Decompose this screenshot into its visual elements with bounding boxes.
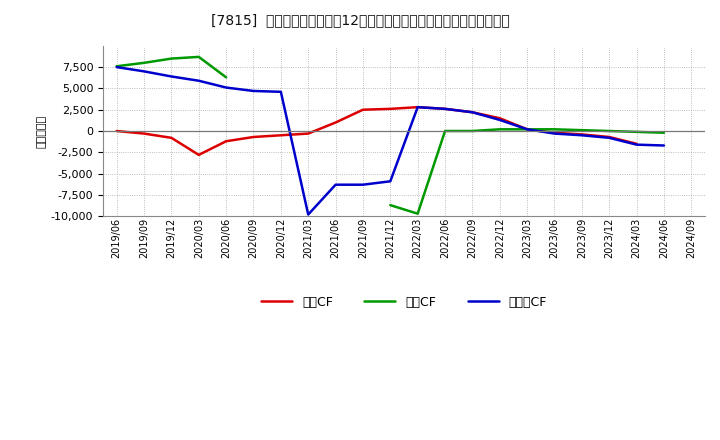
フリーCF: [550, 131, 559, 136]
投資CF: [112, 64, 121, 69]
営業CF: [550, 130, 559, 136]
フリーCF: [632, 142, 641, 147]
フリーCF: [167, 74, 176, 79]
フリーCF: [276, 89, 285, 95]
フリーCF: [331, 182, 340, 187]
フリーCF: [577, 132, 586, 138]
営業CF: [112, 128, 121, 134]
Line: 営業CF: 営業CF: [117, 107, 636, 155]
フリーCF: [660, 143, 668, 148]
営業CF: [331, 120, 340, 125]
営業CF: [468, 110, 477, 115]
フリーCF: [112, 65, 121, 70]
投資CF: [167, 56, 176, 61]
フリーCF: [222, 85, 230, 90]
フリーCF: [523, 127, 531, 132]
フリーCF: [194, 78, 203, 83]
投資CF: [194, 54, 203, 59]
フリーCF: [413, 105, 422, 110]
フリーCF: [386, 179, 395, 184]
営業CF: [167, 135, 176, 140]
フリーCF: [249, 88, 258, 94]
Line: 投資CF: 投資CF: [117, 57, 226, 77]
フリーCF: [495, 117, 504, 123]
営業CF: [386, 106, 395, 111]
Y-axis label: （百万円）: （百万円）: [37, 114, 47, 147]
Legend: 営業CF, 投資CF, フリーCF: 営業CF, 投資CF, フリーCF: [256, 291, 552, 314]
投資CF: [222, 75, 230, 80]
営業CF: [140, 131, 148, 136]
営業CF: [222, 139, 230, 144]
営業CF: [413, 105, 422, 110]
フリーCF: [304, 212, 312, 217]
営業CF: [577, 132, 586, 137]
フリーCF: [359, 182, 367, 187]
営業CF: [605, 134, 613, 139]
投資CF: [140, 60, 148, 66]
営業CF: [304, 131, 312, 136]
フリーCF: [468, 110, 477, 115]
営業CF: [632, 141, 641, 147]
Text: [7815]  キャッシュフローの12か月移動合計の対前年同期増減額の推移: [7815] キャッシュフローの12か月移動合計の対前年同期増減額の推移: [211, 13, 509, 27]
営業CF: [249, 134, 258, 139]
フリーCF: [605, 135, 613, 140]
フリーCF: [140, 69, 148, 74]
営業CF: [441, 106, 449, 111]
営業CF: [276, 132, 285, 138]
フリーCF: [441, 106, 449, 111]
Line: フリーCF: フリーCF: [117, 67, 664, 215]
営業CF: [194, 152, 203, 158]
営業CF: [359, 107, 367, 112]
営業CF: [495, 116, 504, 121]
営業CF: [523, 127, 531, 132]
